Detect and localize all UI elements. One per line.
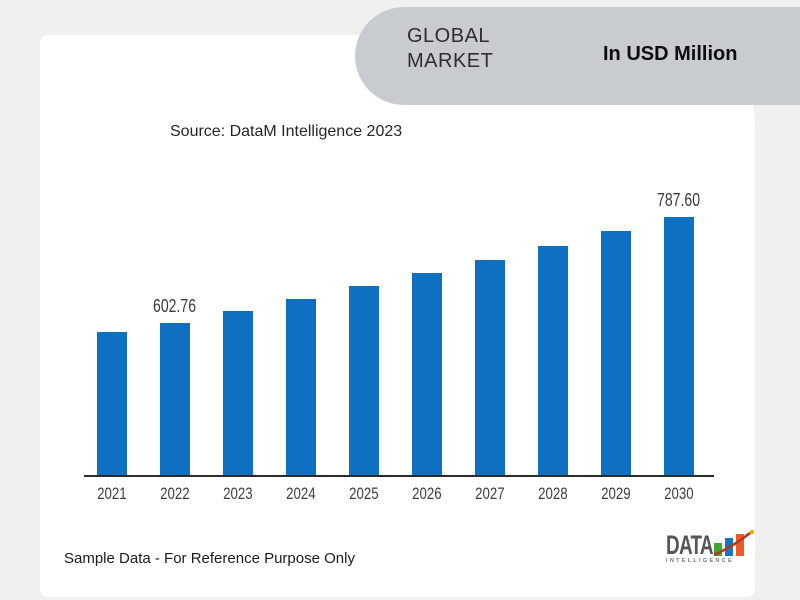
- logo-bar-1: [714, 543, 722, 556]
- chart-card: Source: DataM Intelligence 2023 602.76 78…: [40, 35, 755, 597]
- bar-2022: [160, 323, 190, 475]
- x-axis-label-2026: 2026: [412, 484, 442, 503]
- x-axis-label-2030: 2030: [664, 484, 694, 503]
- bar-column-2023: [207, 190, 270, 475]
- bar-column-2029: [585, 190, 648, 475]
- bar-value-label-2030: 787.60: [657, 190, 701, 210]
- x-axis-label-2021: 2021: [97, 484, 127, 503]
- bar-2023: [223, 311, 253, 475]
- x-axis-label-2028: 2028: [538, 484, 568, 503]
- logo-swoosh-arrow-icon: [713, 529, 755, 557]
- logo-subtext: INTELLIGENCE: [666, 558, 734, 564]
- x-axis-label-2022: 2022: [160, 484, 190, 503]
- bar-2029: [601, 231, 631, 475]
- x-axis-label-2029: 2029: [601, 484, 631, 503]
- x-axis-label-2027: 2027: [475, 484, 505, 503]
- chart-title-line2: MARKET: [407, 50, 494, 72]
- x-axis-label-2023: 2023: [223, 484, 253, 503]
- bar-2027: [475, 259, 505, 475]
- logo-bar-3: [736, 534, 744, 556]
- header-banner: GLOBAL MARKET In USD Million: [355, 7, 800, 105]
- bar-2024: [286, 299, 316, 475]
- x-axis-label-2024: 2024: [286, 484, 316, 503]
- unit-label: In USD Million: [603, 43, 738, 65]
- disclaimer-text: Sample Data - For Reference Purpose Only: [64, 550, 355, 567]
- bar-2021: [97, 331, 127, 475]
- x-axis-label-2025: 2025: [349, 484, 379, 503]
- bar-column-2030: 787.60: [648, 190, 711, 475]
- bar-2026: [412, 273, 442, 475]
- source-note: Source: DataM Intelligence 2023: [170, 123, 403, 140]
- bar-column-2024: [270, 190, 333, 475]
- bar-value-label-2022: 602.76: [153, 296, 197, 317]
- bar-2028: [538, 245, 568, 475]
- bar-column-2027: [459, 190, 522, 475]
- x-axis-labels: 2021 2022 2023 2024 2025 2026 2027 2028 2029 2030: [84, 484, 714, 503]
- chart-title-line1: GLOBAL: [407, 25, 491, 47]
- bar-column-2026: [396, 190, 459, 475]
- chart-title: GLOBAL MARKET: [407, 24, 493, 74]
- bar-column-2022: 602.76: [144, 190, 207, 475]
- logo-bar-chart-icon: [713, 529, 756, 557]
- logo-wordmark: DATA: [666, 530, 714, 560]
- bar-2025: [349, 286, 379, 475]
- bar-column-2021: [81, 190, 144, 475]
- bar-2030: [664, 217, 694, 475]
- datam-logo: DATA INTELLIGENCE: [666, 529, 758, 564]
- bar-chart-plot: 602.76 787.60: [84, 190, 714, 477]
- bar-column-2028: [522, 190, 585, 475]
- bar-column-2025: [333, 190, 396, 475]
